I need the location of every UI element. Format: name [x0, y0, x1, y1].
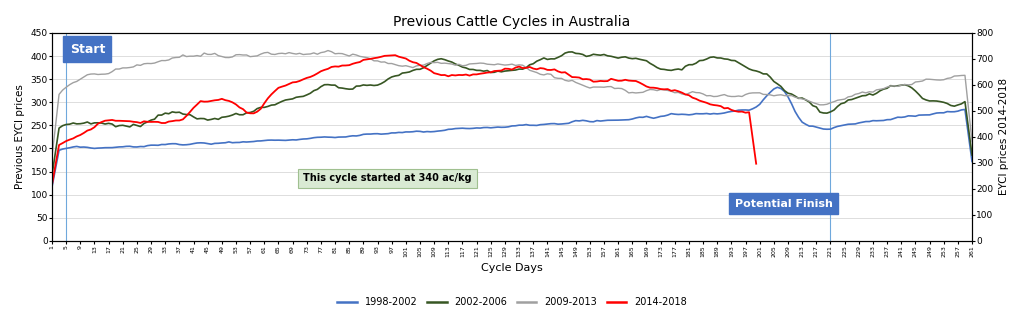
- X-axis label: Cycle Days: Cycle Days: [481, 263, 543, 273]
- Text: This cycle started at 340 ac/kg: This cycle started at 340 ac/kg: [303, 173, 472, 184]
- Text: Start: Start: [70, 43, 105, 56]
- Text: Potential Finish: Potential Finish: [735, 199, 833, 209]
- Legend: 1998-2002, 2002-2006, 2009-2013, 2014-2018: 1998-2002, 2002-2006, 2009-2013, 2014-20…: [334, 293, 690, 311]
- Title: Previous Cattle Cycles in Australia: Previous Cattle Cycles in Australia: [393, 15, 631, 29]
- Y-axis label: EYCI prices 2014-2018: EYCI prices 2014-2018: [999, 78, 1009, 196]
- Y-axis label: Previous EYCI prices: Previous EYCI prices: [15, 84, 25, 189]
